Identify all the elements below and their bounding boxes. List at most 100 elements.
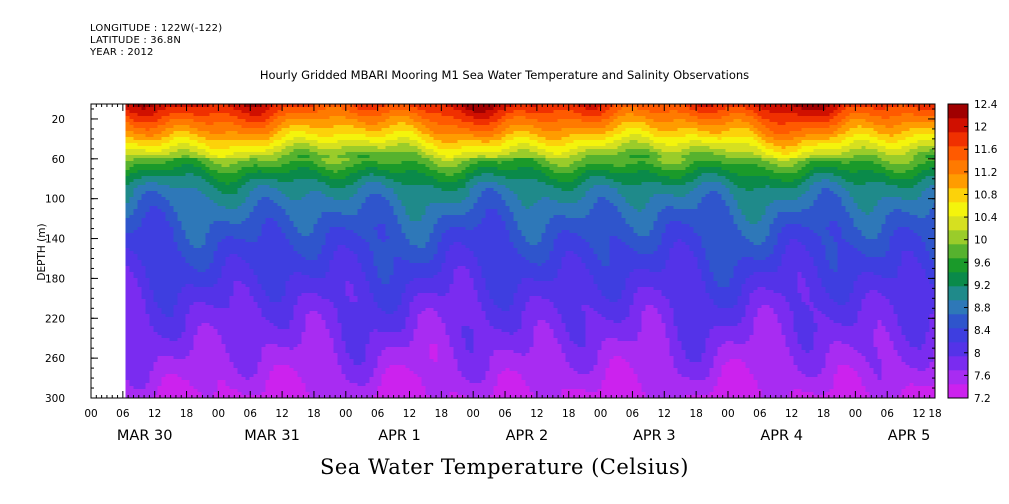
heat-cell	[277, 332, 282, 336]
heat-cell	[149, 113, 154, 117]
heat-cell	[145, 311, 150, 315]
heat-cell	[221, 161, 226, 165]
heat-cell	[325, 107, 330, 111]
heat-cell	[297, 221, 302, 225]
heat-cell	[193, 230, 198, 234]
heat-cell	[229, 383, 234, 387]
heat-cell	[177, 293, 182, 297]
heat-cell	[265, 305, 270, 309]
heat-cell	[181, 287, 186, 291]
heat-cell	[321, 119, 326, 123]
heat-cell	[285, 323, 290, 327]
heat-cell	[209, 110, 214, 114]
heat-cell	[229, 263, 234, 267]
heat-cell	[125, 317, 130, 321]
heat-cell	[277, 158, 282, 162]
heat-cell	[233, 344, 238, 348]
heat-cell	[185, 122, 190, 126]
heat-cell	[225, 344, 230, 348]
heat-cell	[213, 338, 218, 342]
heat-cell	[209, 200, 214, 204]
heat-cell	[213, 170, 218, 174]
heat-cell	[145, 236, 150, 240]
heat-cell	[221, 140, 226, 144]
heat-cell	[161, 290, 166, 294]
heat-cell	[145, 377, 150, 381]
heat-cell	[269, 173, 274, 177]
heat-cell	[217, 167, 222, 171]
heat-cell	[245, 305, 250, 309]
heat-cell	[245, 218, 250, 222]
heat-cell	[245, 302, 250, 306]
heat-cell	[173, 269, 178, 273]
heat-cell	[273, 374, 278, 378]
heat-cell	[241, 221, 246, 225]
heat-cell	[289, 302, 294, 306]
heat-cell	[277, 326, 282, 330]
heat-cell	[309, 242, 314, 246]
heat-cell	[253, 368, 258, 372]
heat-cell	[233, 236, 238, 240]
heat-cell	[161, 182, 166, 186]
heat-cell	[285, 197, 290, 201]
heat-cell	[177, 290, 182, 294]
heat-cell	[325, 122, 330, 126]
heat-cell	[141, 266, 146, 270]
heat-cell	[209, 317, 214, 321]
heat-cell	[157, 278, 162, 282]
heat-cell	[157, 284, 162, 288]
heat-cell	[205, 143, 210, 147]
heat-cell	[257, 125, 262, 129]
heat-cell	[205, 254, 210, 258]
heat-cell	[149, 386, 154, 390]
heat-cell	[129, 194, 134, 198]
heat-cell	[217, 107, 222, 111]
heat-cell	[265, 242, 270, 246]
heat-cell	[289, 395, 294, 399]
heat-cell	[177, 371, 182, 375]
heat-cell	[233, 119, 238, 123]
heat-cell	[273, 155, 278, 159]
heat-cell	[193, 287, 198, 291]
heat-cell	[237, 284, 242, 288]
heat-cell	[241, 227, 246, 231]
heat-cell	[129, 248, 134, 252]
heat-cell	[205, 251, 210, 255]
heat-cell	[133, 164, 138, 168]
heat-cell	[145, 107, 150, 111]
heat-cell	[209, 206, 214, 210]
heat-cell	[245, 200, 250, 204]
heat-cell	[189, 392, 194, 396]
heat-cell	[325, 293, 330, 297]
heat-cell	[245, 164, 250, 168]
heat-cell	[233, 359, 238, 363]
heat-cell	[281, 314, 286, 318]
heat-cell	[321, 149, 326, 153]
heat-cell	[133, 200, 138, 204]
heat-cell	[277, 389, 282, 393]
heat-cell	[257, 146, 262, 150]
heat-cell	[229, 341, 234, 345]
heat-cell	[313, 257, 318, 261]
heat-cell	[277, 350, 282, 354]
heat-cell	[301, 368, 306, 372]
heat-cell	[153, 377, 158, 381]
heat-cell	[237, 302, 242, 306]
heat-cell	[173, 386, 178, 390]
heat-cell	[237, 362, 242, 366]
heat-cell	[325, 260, 330, 264]
heat-cell	[249, 119, 254, 123]
heat-cell	[273, 104, 278, 108]
heat-cell	[265, 227, 270, 231]
heat-cell	[273, 266, 278, 270]
heat-cell	[293, 359, 298, 363]
heat-cell	[209, 218, 214, 222]
heat-cell	[125, 263, 130, 267]
heat-cell	[209, 203, 214, 207]
heat-cell	[237, 179, 242, 183]
heat-cell	[325, 191, 330, 195]
heat-cell	[205, 281, 210, 285]
heat-cell	[201, 110, 206, 114]
heat-cell	[201, 335, 206, 339]
heat-cell	[281, 257, 286, 261]
